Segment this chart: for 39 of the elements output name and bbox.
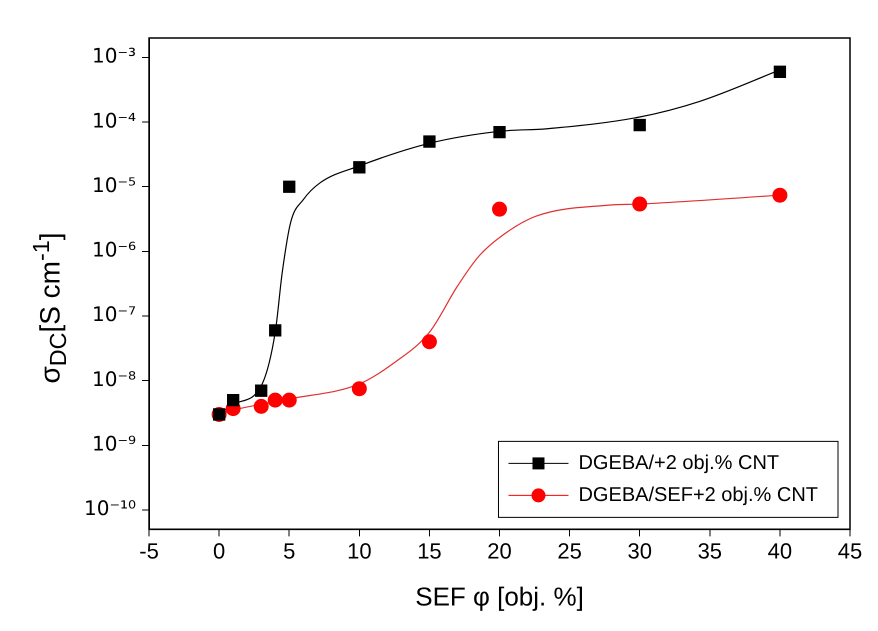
x-tick-label: 25: [557, 538, 582, 564]
x-tick-label: 10: [347, 538, 372, 564]
point: [254, 398, 269, 414]
y-tick-label: 10⁻⁷: [92, 302, 136, 326]
x-axis-title: SEF φ [obj. %]: [415, 582, 584, 612]
x-tick-label: 45: [838, 538, 862, 564]
point: [352, 381, 367, 396]
legend-label: DGEBA/SEF+2 obj.% CNT: [578, 484, 818, 506]
point: [353, 161, 366, 174]
y-tick-label: 10⁻⁴: [92, 108, 136, 132]
point: [774, 66, 786, 78]
point: [268, 392, 283, 408]
x-tick-label: 20: [487, 538, 512, 564]
point: [632, 196, 648, 212]
point: [423, 135, 436, 148]
x-tick-label: 15: [417, 538, 442, 564]
point: [492, 202, 508, 217]
point: [422, 334, 437, 350]
x-tick-label: -5: [139, 538, 159, 564]
point: [634, 118, 646, 132]
point: [493, 126, 506, 138]
y-tick-label: 10⁻⁹: [92, 432, 136, 456]
point: [255, 384, 268, 397]
legend-label: DGEBA/+2 obj.% CNT: [578, 452, 780, 474]
x-tick-label: 5: [283, 538, 296, 564]
x-tick-label: 30: [627, 538, 652, 564]
point: [772, 188, 788, 203]
y-tick-label: 10⁻¹⁰: [84, 496, 136, 520]
point: [227, 394, 240, 406]
x-tick-label: 35: [698, 538, 722, 564]
y-tick-label: 10⁻⁶: [92, 238, 136, 262]
y-tick-label: 10⁻⁵: [92, 172, 136, 197]
x-tick-label: 0: [213, 538, 226, 564]
y-tick-label: 10⁻³: [92, 44, 136, 68]
x-tick-label: 40: [768, 538, 792, 564]
point: [269, 324, 282, 337]
point: [282, 392, 297, 408]
y-tick-label: 10⁻⁸: [92, 366, 136, 391]
point: [283, 180, 296, 193]
